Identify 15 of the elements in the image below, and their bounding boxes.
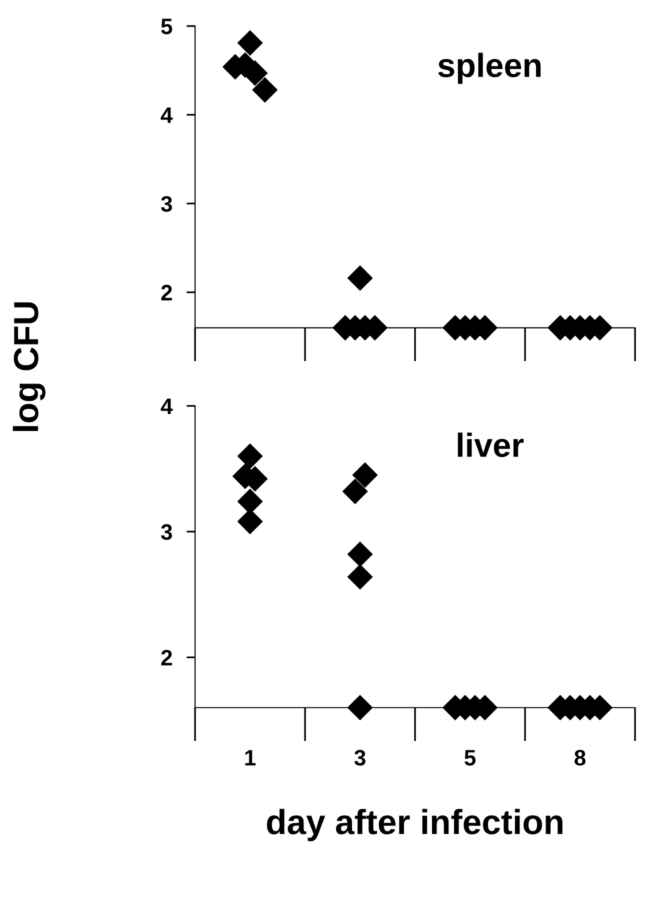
x-tick-label: 8 bbox=[574, 750, 586, 766]
annotation: liver bbox=[458, 432, 524, 458]
x-tick-label: 5 bbox=[464, 750, 476, 766]
annotation: spleen bbox=[438, 52, 541, 84]
y-tick-label: 4 bbox=[160, 108, 173, 123]
y-axis-title: log CFU bbox=[12, 302, 46, 431]
y-tick-label: 3 bbox=[160, 524, 172, 540]
x-tick-label: 3 bbox=[354, 750, 366, 766]
x-tick-label: 1 bbox=[245, 750, 256, 766]
y-tick-label: 2 bbox=[161, 284, 172, 300]
y-tick-label: 5 bbox=[161, 18, 172, 34]
y-tick-label: 3 bbox=[160, 196, 172, 212]
x-axis-title: day after infection bbox=[266, 808, 562, 842]
y-tick-label: 2 bbox=[161, 650, 172, 666]
y-tick-label: 4 bbox=[160, 398, 173, 414]
